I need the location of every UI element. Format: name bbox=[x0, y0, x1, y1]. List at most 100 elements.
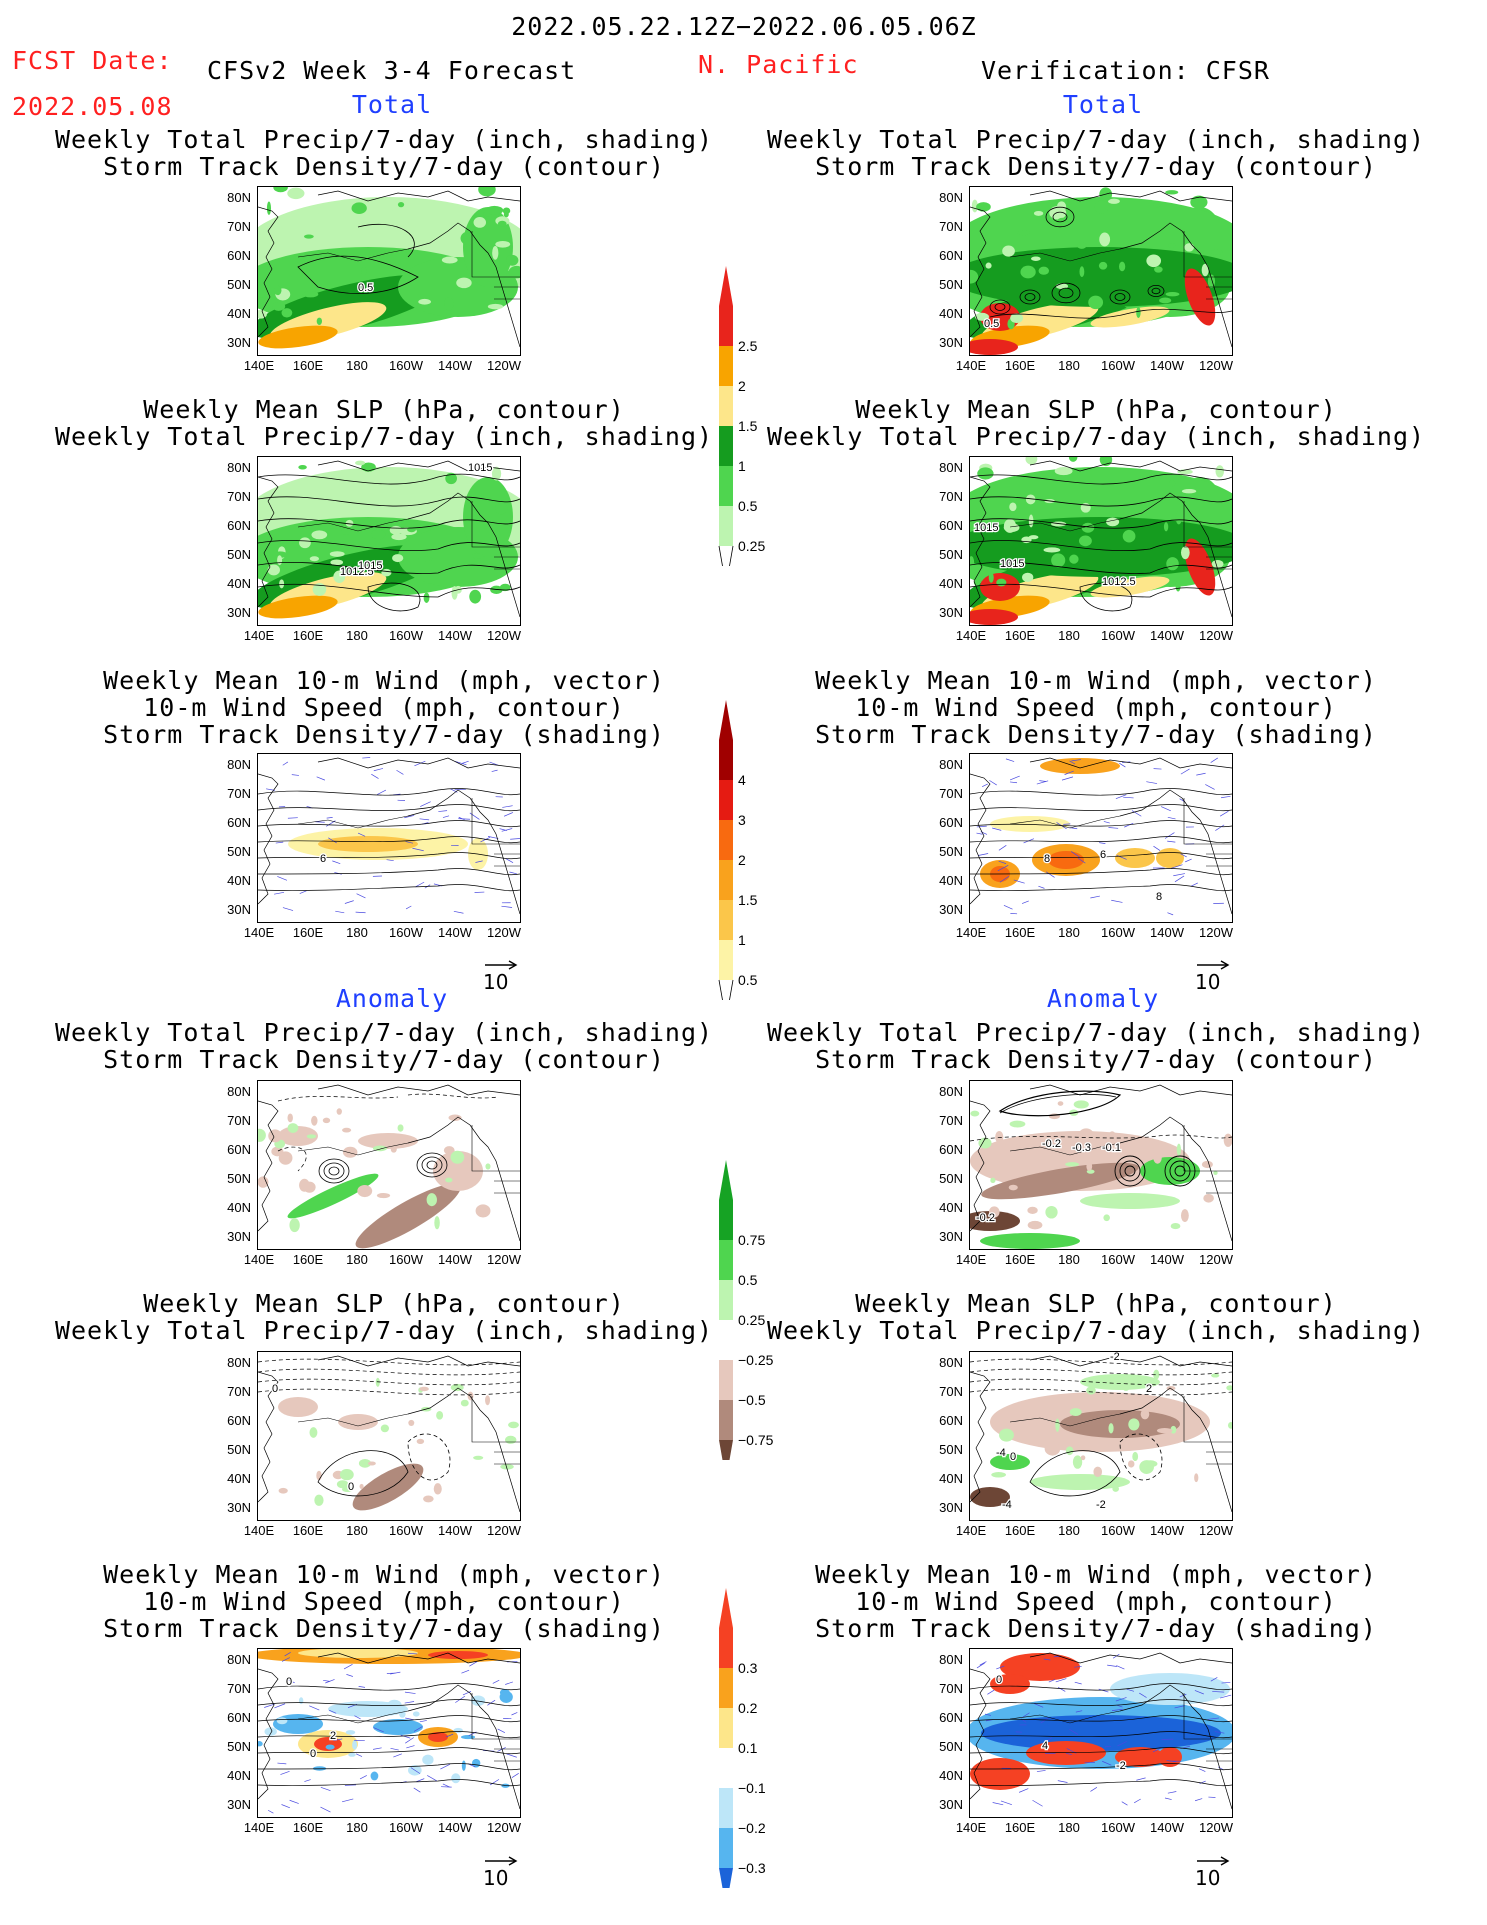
lon-label: 160E bbox=[292, 1252, 324, 1267]
lat-label: 70N bbox=[227, 1384, 251, 1399]
colorbar-label: 1.5 bbox=[738, 418, 758, 434]
lon-label: 160E bbox=[1004, 925, 1036, 940]
lon-label: 140E bbox=[243, 358, 275, 373]
lon-label: 160E bbox=[1004, 1820, 1036, 1835]
colorbar-label: 0.25 bbox=[738, 538, 766, 554]
lat-label: 60N bbox=[939, 1710, 963, 1725]
colorbar-label: −0.75 bbox=[738, 1432, 774, 1448]
lat-label: 40N bbox=[939, 576, 963, 591]
title-lt2: Weekly Mean SLP (hPa, contour) Weekly Tot… bbox=[54, 395, 714, 451]
title-rt1: Weekly Total Precip/7-day (inch, shading… bbox=[766, 125, 1426, 181]
contour-label: 1015 bbox=[468, 462, 492, 474]
lon-label: 120W bbox=[1199, 1820, 1233, 1835]
lon-label: 180 bbox=[346, 358, 368, 373]
contour-label: 1015 bbox=[974, 522, 998, 534]
lon-label: 180 bbox=[1058, 628, 1080, 643]
lon-label: 120W bbox=[1199, 925, 1233, 940]
colorbar-label: 1 bbox=[738, 458, 746, 474]
lon-label: 180 bbox=[1058, 925, 1080, 940]
map-canvas-ra2: -2 2 -4 0 -2 -4 bbox=[970, 1352, 1232, 1512]
map-canvas-rt3: 8 6 8 bbox=[970, 757, 1232, 916]
lat-label: 60N bbox=[227, 1142, 251, 1157]
lon-label: 120W bbox=[1199, 1252, 1233, 1267]
lat-label: 70N bbox=[939, 1113, 963, 1128]
lat-label: 30N bbox=[939, 335, 963, 350]
map-panel-la3: 0 0 2 bbox=[257, 1648, 521, 1818]
map-panel-lt3: 6 bbox=[257, 753, 521, 923]
lat-label: 30N bbox=[939, 1229, 963, 1244]
lon-label: 160W bbox=[389, 628, 423, 643]
lat-label: 60N bbox=[939, 518, 963, 533]
colorbar-label: 0.1 bbox=[738, 1740, 758, 1756]
lat-label: 30N bbox=[939, 1500, 963, 1515]
forecast-title: CFSv2 Week 3-4 Forecast bbox=[207, 56, 577, 85]
colorbar-precip-anom bbox=[719, 1160, 733, 1460]
lon-label: 180 bbox=[346, 1252, 368, 1267]
lon-label: 160W bbox=[1101, 1252, 1135, 1267]
lat-label: 50N bbox=[939, 1442, 963, 1457]
lat-label: 80N bbox=[227, 460, 251, 475]
lon-label: 140E bbox=[243, 925, 275, 940]
contour-label: 2 bbox=[1146, 1383, 1152, 1395]
colorbar-label: 0.75 bbox=[738, 1232, 766, 1248]
lat-label: 50N bbox=[939, 844, 963, 859]
colorbar-label: 3 bbox=[738, 812, 746, 828]
lat-label: 70N bbox=[227, 489, 251, 504]
contour-label: 4 bbox=[1042, 1740, 1048, 1752]
section-anomaly-right: Anomaly bbox=[1046, 984, 1160, 1013]
lat-label: 30N bbox=[227, 605, 251, 620]
fcst-label: FCST Date: bbox=[12, 46, 173, 75]
lat-label: 80N bbox=[227, 1355, 251, 1370]
map-canvas-lt3: 6 bbox=[258, 757, 520, 915]
date-range: 2022.05.22.12Z−2022.06.05.06Z bbox=[511, 12, 977, 41]
colorbar-label: −0.3 bbox=[738, 1860, 766, 1876]
lon-label: 180 bbox=[1058, 1523, 1080, 1538]
lon-label: 160W bbox=[1101, 1820, 1135, 1835]
lon-label: 140E bbox=[955, 1523, 987, 1538]
fcst-date: 2022.05.08 bbox=[12, 92, 173, 121]
contour-label: -0.1 bbox=[1102, 1142, 1121, 1154]
lat-label: 70N bbox=[939, 1681, 963, 1696]
map-panel-ra3: 0 4 -2 bbox=[969, 1648, 1233, 1818]
lat-label: 60N bbox=[227, 1413, 251, 1428]
title-ra3: Weekly Mean 10-m Wind (mph, vector) 10-m … bbox=[815, 1560, 1377, 1643]
contour-label: 1015 bbox=[358, 560, 382, 572]
contour-label: -2 bbox=[1096, 1499, 1106, 1511]
lat-label: 60N bbox=[939, 1413, 963, 1428]
lon-label: 140W bbox=[1150, 358, 1184, 373]
lon-label: 160E bbox=[1004, 358, 1036, 373]
vector-ref-la3: 10 bbox=[483, 1856, 519, 1890]
lon-label: 180 bbox=[346, 1820, 368, 1835]
colorbar-label: 0.5 bbox=[738, 498, 758, 514]
lat-label: 80N bbox=[939, 1355, 963, 1370]
title-rt2: Weekly Mean SLP (hPa, contour) Weekly Tot… bbox=[766, 395, 1426, 451]
lon-label: 160E bbox=[292, 358, 324, 373]
lat-label: 70N bbox=[227, 219, 251, 234]
lat-label: 80N bbox=[939, 1084, 963, 1099]
contour-label: 1012.5 bbox=[1102, 576, 1136, 588]
lon-label: 160E bbox=[292, 1820, 324, 1835]
lat-label: 60N bbox=[227, 815, 251, 830]
lat-label: 30N bbox=[227, 1797, 251, 1812]
contour-label: -0.2 bbox=[976, 1212, 995, 1224]
lon-label: 120W bbox=[487, 1820, 521, 1835]
colorbar-label: −0.25 bbox=[738, 1352, 774, 1368]
lon-label: 140W bbox=[1150, 1252, 1184, 1267]
lat-label: 50N bbox=[939, 1739, 963, 1754]
lat-label: 50N bbox=[227, 1171, 251, 1186]
title-ra2: Weekly Mean SLP (hPa, contour) Weekly Tot… bbox=[766, 1289, 1426, 1345]
colorbar-label: 2 bbox=[738, 378, 746, 394]
lat-label: 40N bbox=[227, 576, 251, 591]
lon-label: 140E bbox=[955, 1252, 987, 1267]
lat-label: 70N bbox=[939, 1384, 963, 1399]
colorbar-label: 0.2 bbox=[738, 1700, 758, 1716]
map-panel-ra1: -0.2 -0.3 -0.1 -0.2 bbox=[969, 1080, 1233, 1250]
colorbar-label: 0.3 bbox=[738, 1660, 758, 1676]
map-canvas-rt1: 0.5 bbox=[970, 187, 1232, 355]
lon-label: 120W bbox=[487, 358, 521, 373]
lat-label: 60N bbox=[939, 815, 963, 830]
lat-label: 40N bbox=[939, 1768, 963, 1783]
map-canvas-la2: 00 bbox=[258, 1355, 520, 1513]
lon-label: 120W bbox=[487, 1252, 521, 1267]
